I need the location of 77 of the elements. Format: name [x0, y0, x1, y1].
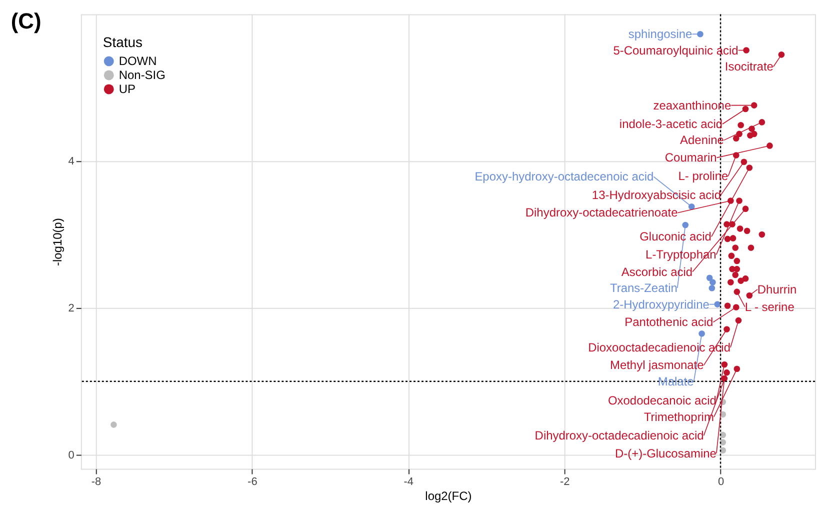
- point: [746, 292, 753, 299]
- point: [728, 279, 734, 286]
- x-tick-label: -6: [248, 476, 258, 488]
- point: [748, 244, 754, 251]
- annotation: 2-Hydroxypyridine: [612, 297, 710, 312]
- point: [750, 102, 758, 108]
- annotation: indole-3-acetic acid: [619, 116, 723, 131]
- point: [732, 244, 739, 251]
- annotation: Coumarin: [664, 150, 717, 165]
- point: [697, 30, 704, 38]
- point: [734, 288, 740, 295]
- point: [728, 252, 735, 259]
- point: [706, 274, 713, 282]
- legend-title: Status: [102, 34, 142, 50]
- point: [698, 330, 705, 337]
- point: [758, 231, 766, 238]
- point: [747, 132, 754, 139]
- x-tick-label: -2: [560, 476, 570, 488]
- point: [742, 275, 749, 282]
- point: [758, 119, 766, 126]
- point: [682, 222, 689, 228]
- point: [710, 279, 716, 286]
- point: [724, 302, 731, 309]
- annotation: D-(+)-Glucosamine: [615, 446, 717, 460]
- y-tick-label: 2: [68, 302, 74, 314]
- annotation: Epoxy-hydroxy-octadecenoic acid: [474, 170, 654, 184]
- point: [766, 142, 773, 149]
- point: [720, 432, 726, 438]
- point: [734, 258, 740, 264]
- point: [714, 301, 721, 308]
- point: [721, 361, 728, 368]
- point: [736, 198, 742, 204]
- legend-label: Non-SIG: [118, 68, 166, 82]
- point: [720, 447, 726, 454]
- point: [110, 422, 117, 428]
- annotation: L- proline: [678, 169, 728, 184]
- annotation: Methyl jasmonate: [610, 358, 704, 372]
- x-axis-title: log2(FC): [425, 489, 472, 504]
- annotation: 5-Coumaroylquinic acid: [613, 43, 738, 58]
- point: [720, 439, 726, 446]
- point: [724, 236, 731, 242]
- annotation: sphingosine: [628, 27, 693, 42]
- x-tick-label: -4: [404, 476, 414, 488]
- legend-label: UP: [118, 82, 136, 96]
- point: [743, 47, 750, 54]
- x-tick-label: -8: [91, 476, 102, 488]
- legend-label: DOWN: [118, 54, 157, 68]
- annotation: Oxododecanoic acid: [608, 393, 716, 408]
- annotation: Trans-Zeatin: [610, 280, 678, 295]
- point: [738, 278, 744, 284]
- annotation: Dihydroxy-octadecatrienoate: [525, 206, 678, 220]
- annotation: Dhurrin: [757, 282, 797, 296]
- annotation: L - serine: [744, 300, 795, 314]
- annotation: zeaxanthinone: [653, 98, 732, 112]
- y-tick-label: 4: [68, 156, 74, 168]
- annotation: Ascorbic acid: [621, 264, 693, 279]
- chart-title: (C): [10, 8, 42, 34]
- y-tick-label: 0: [68, 449, 74, 462]
- point: [736, 226, 744, 232]
- point: [738, 122, 744, 128]
- point: [724, 369, 730, 376]
- point: [744, 228, 750, 234]
- point: [732, 304, 740, 310]
- point: [730, 235, 736, 242]
- point: [708, 284, 716, 292]
- annotation: Dihydroxy-octadecadienoic acid: [534, 428, 704, 442]
- point: [734, 266, 740, 272]
- annotation: Adenine: [680, 133, 724, 148]
- point: [732, 272, 739, 278]
- point: [732, 135, 740, 142]
- annotation: Gluconic acid: [640, 230, 712, 244]
- annotation: Isocitrate: [724, 60, 774, 74]
- annotation: Pantothenic acid: [624, 315, 714, 330]
- point: [746, 164, 753, 171]
- x-tick-label: 0: [718, 476, 724, 488]
- y-axis-title: -log10(p): [50, 218, 64, 266]
- point: [778, 52, 785, 58]
